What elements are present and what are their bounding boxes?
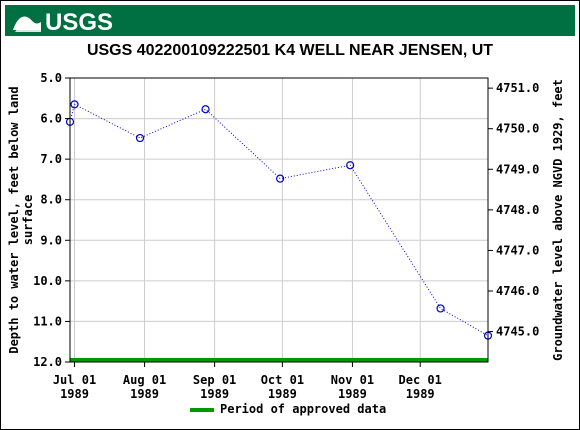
approved-period-bar	[70, 358, 488, 362]
chart-title: USGS 402200109222501 K4 WELL NEAR JENSEN…	[86, 42, 494, 59]
left-axis-ticks: 5.0 6.0 7.0 8.0 9.0 10.0 11.0 12.0	[33, 71, 70, 369]
usgs-logo-text: USGS	[45, 9, 113, 34]
legend-label-approved: Period of approved data	[220, 402, 387, 416]
left-tick-label: 12.0	[33, 355, 62, 369]
legend-swatch-approved	[190, 408, 214, 412]
left-tick-label: 6.0	[40, 112, 62, 126]
left-tick-label: 7.0	[40, 152, 62, 166]
right-tick-label: 4745.0	[496, 325, 539, 339]
x-tick-label-year: 1989	[200, 387, 229, 401]
data-point	[346, 161, 355, 170]
data-point	[436, 304, 445, 313]
right-tick-label: 4750.0	[496, 122, 539, 136]
left-tick-label: 9.0	[40, 233, 62, 247]
y-axis-label-right: Groundwater level above NGVD 1929, feet	[551, 79, 565, 361]
left-tick-label: 8.0	[40, 193, 62, 207]
left-tick-label: 11.0	[33, 314, 62, 328]
y-axis-label-left: Depth to water level, feet below landsur…	[7, 86, 35, 353]
series-depth	[65, 100, 493, 340]
right-axis-ticks: 4751.0 4750.0 4749.0 4748.0 4747.0 4746.0 4745…	[488, 81, 539, 339]
x-tick-label-month: Jul 01	[53, 373, 96, 387]
usgs-banner: USGS	[5, 5, 575, 36]
plot-area-border	[69, 77, 489, 363]
right-tick-label: 4749.0	[496, 162, 539, 176]
data-point	[135, 133, 145, 143]
x-tick-label-month: Dec 01	[399, 373, 442, 387]
right-tick-label: 4746.0	[496, 284, 539, 298]
right-tick-label: 4748.0	[496, 203, 539, 217]
data-point	[276, 174, 285, 183]
x-tick-label-year: 1989	[130, 387, 159, 401]
x-tick-label-month: Nov 01	[331, 373, 374, 387]
right-tick-label: 4751.0	[496, 81, 539, 95]
x-tick-label-year: 1989	[406, 387, 435, 401]
grid	[70, 78, 488, 362]
approved-period-bar-segment	[70, 358, 488, 362]
series-line	[69, 103, 489, 337]
left-tick-label: 5.0	[40, 71, 62, 85]
data-point	[70, 100, 79, 109]
x-tick-label-month: Sep 01	[193, 373, 236, 387]
x-tick-label-year: 1989	[268, 387, 297, 401]
left-tick-label: 10.0	[33, 274, 62, 288]
x-tick-label-month: Oct 01	[261, 373, 304, 387]
x-tick-label-year: 1989	[60, 387, 89, 401]
x-tick-label-year: 1989	[338, 387, 367, 401]
usgs-logo: USGS	[13, 9, 113, 34]
data-point	[201, 105, 210, 114]
x-tick-label-month: Aug 01	[123, 373, 166, 387]
right-tick-label: 4747.0	[496, 243, 539, 257]
